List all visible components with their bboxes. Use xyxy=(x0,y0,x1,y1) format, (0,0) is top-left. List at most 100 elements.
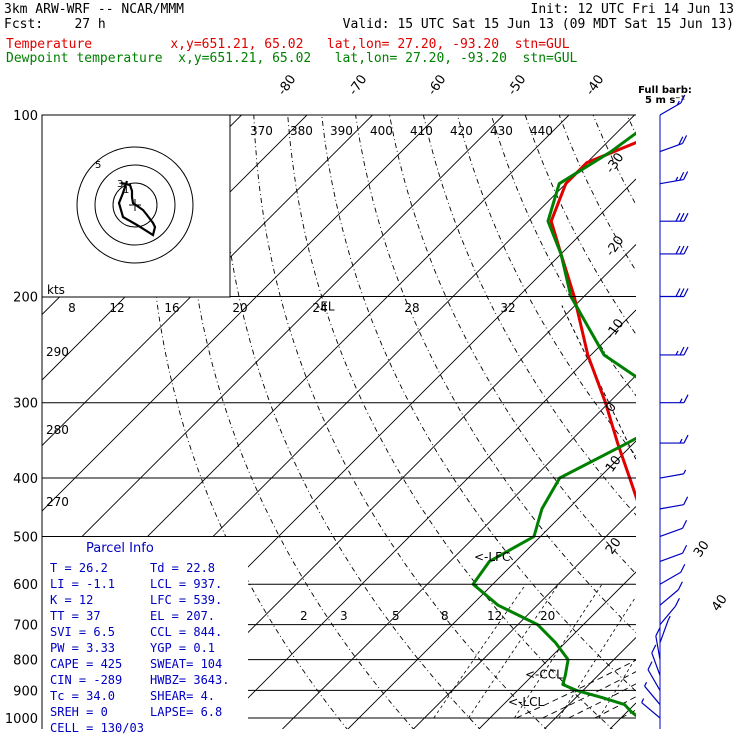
dry-adiabat xyxy=(287,115,613,729)
pressure-tick-label: 900 xyxy=(13,684,38,699)
moist-adiabat xyxy=(620,709,636,719)
wind-barb-staff xyxy=(655,635,661,660)
theta-label: 410 xyxy=(410,124,433,138)
hodograph-ring xyxy=(112,182,158,228)
dry-adiabat xyxy=(695,115,740,731)
wind-barb-flag xyxy=(641,698,645,703)
parcel-info-box xyxy=(42,537,248,729)
isotherm xyxy=(216,309,636,729)
parcel-info-value: YGP = 0.1 xyxy=(150,641,215,655)
init-time: Init: 12 UTC Fri 14 Jun 13 xyxy=(530,2,735,17)
wind-barb-flag xyxy=(683,346,689,356)
dry-adiabat xyxy=(219,115,481,729)
moist-adiabat xyxy=(673,297,740,719)
parcel-info-value: LI = -1.1 xyxy=(50,577,115,591)
parcel-info-value: SVI = 6.5 xyxy=(50,625,115,639)
dry-adiabat-label: 280 xyxy=(46,423,69,437)
wind-barb-flag xyxy=(680,563,686,573)
lfc-marker: <-LFC xyxy=(474,550,510,564)
moist-adiabat xyxy=(542,671,636,719)
isotherm xyxy=(42,115,504,577)
wind-barb-flag xyxy=(682,520,688,529)
wind-barb-flag xyxy=(675,288,681,297)
theta-label: 380 xyxy=(290,124,313,138)
wind-barb-flag xyxy=(651,644,657,654)
dry-adiabat xyxy=(355,115,636,634)
dry-adiabat xyxy=(661,115,740,731)
dry-adiabat xyxy=(321,115,636,692)
wind-barb-flag xyxy=(683,288,689,297)
mixing-ratio-line xyxy=(598,656,636,719)
dry-adiabat xyxy=(626,115,636,136)
wind-barb-flag xyxy=(682,544,688,554)
parcel-info-value: TT = 37 xyxy=(50,609,101,623)
hodograph-ring-label: 12 xyxy=(109,301,124,315)
dry-adiabat xyxy=(729,115,740,731)
parcel-path xyxy=(561,305,636,461)
temperature-line xyxy=(549,140,636,502)
dry-adiabat xyxy=(490,115,636,397)
wind-barb-flag xyxy=(683,434,689,444)
dry-adiabat xyxy=(558,115,636,272)
hodograph-unit-label: kts xyxy=(47,283,65,297)
hodograph-trace xyxy=(117,180,157,237)
isotherm xyxy=(282,375,636,729)
lcl-marker: <-LCL xyxy=(508,695,544,709)
wind-barb-staff xyxy=(659,589,679,606)
parcel-info-value: PW = 3.33 xyxy=(50,641,115,655)
hodograph-ring-label: 8 xyxy=(68,301,76,315)
ccl-marker: <-CCL xyxy=(525,668,563,682)
mixing-ratio-line xyxy=(468,583,559,719)
wind-barb-flag xyxy=(679,245,685,255)
wind-barb-flag xyxy=(679,288,685,297)
dry-adiabat xyxy=(184,115,415,729)
parcel-info-value: EL = 207. xyxy=(150,609,215,623)
wind-barb-flag xyxy=(683,496,689,505)
wind-barb-flag xyxy=(675,176,679,182)
moist-adiabat xyxy=(568,683,636,719)
hodograph-ring xyxy=(94,164,176,246)
parcel-info-value: Td = 22.8 xyxy=(150,561,215,575)
isotherm-label: -10 xyxy=(603,316,627,342)
dry-adiabat-label: 290 xyxy=(46,345,69,359)
parcel-info-value: SHEAR= 4. xyxy=(150,689,215,703)
isotherm xyxy=(347,440,636,729)
dry-adiabat xyxy=(389,115,636,575)
wind-barb-flag xyxy=(647,661,653,670)
hodograph-ring-label: 32 xyxy=(500,301,515,315)
wind-legend-title: Full barb: xyxy=(638,85,692,96)
parcel-info-value: CAPE = 425 xyxy=(50,657,122,671)
parcel-info-value: LFC = 539. xyxy=(150,593,222,607)
wind-barb-staff xyxy=(659,619,669,643)
pressure-tick-label: 500 xyxy=(13,530,38,545)
hodograph-point-label: 5 xyxy=(95,160,101,171)
wind-barb-staff xyxy=(651,652,661,676)
parcel-info-value: SREH = 0 xyxy=(50,705,108,719)
valid-time: Valid: 15 UTC Sat 15 Jun 13 (09 MDT Sat … xyxy=(342,17,734,32)
mixing-ratio-label: 2 xyxy=(300,609,308,623)
isotherm xyxy=(478,571,636,729)
wind-barb-flag xyxy=(677,581,683,591)
wind-barb-flag xyxy=(675,350,679,356)
wind-barb-staff xyxy=(659,504,684,510)
mixing-ratio-label: 8 xyxy=(441,609,449,623)
theta-label: 370 xyxy=(250,124,273,138)
parcel-info-value: T = 26.2 xyxy=(50,561,108,575)
isotherm-label: 20 xyxy=(603,535,625,557)
parcel-info-value: CIN = -289 xyxy=(50,673,122,687)
dewpoint-line xyxy=(471,131,636,718)
mixing-ratio-label: 3 xyxy=(340,609,348,623)
wind-barb-flag xyxy=(678,136,684,146)
parcel-info-value: LAPSE= 6.8 xyxy=(150,705,222,719)
dry-adiabat xyxy=(592,115,636,206)
pressure-tick-label: 300 xyxy=(13,397,38,412)
parcel-info-value: Tc = 34.0 xyxy=(50,689,115,703)
moist-adiabat xyxy=(516,659,636,719)
hodograph-ring-label: 28 xyxy=(404,301,419,315)
isotherm-label: 40 xyxy=(709,592,731,614)
wind-barb-staff xyxy=(659,527,683,538)
dry-adiabat xyxy=(456,115,636,457)
wind-barb-staff xyxy=(659,142,683,153)
hodograph-ring xyxy=(76,146,194,264)
pressure-tick-label: 200 xyxy=(13,291,38,306)
